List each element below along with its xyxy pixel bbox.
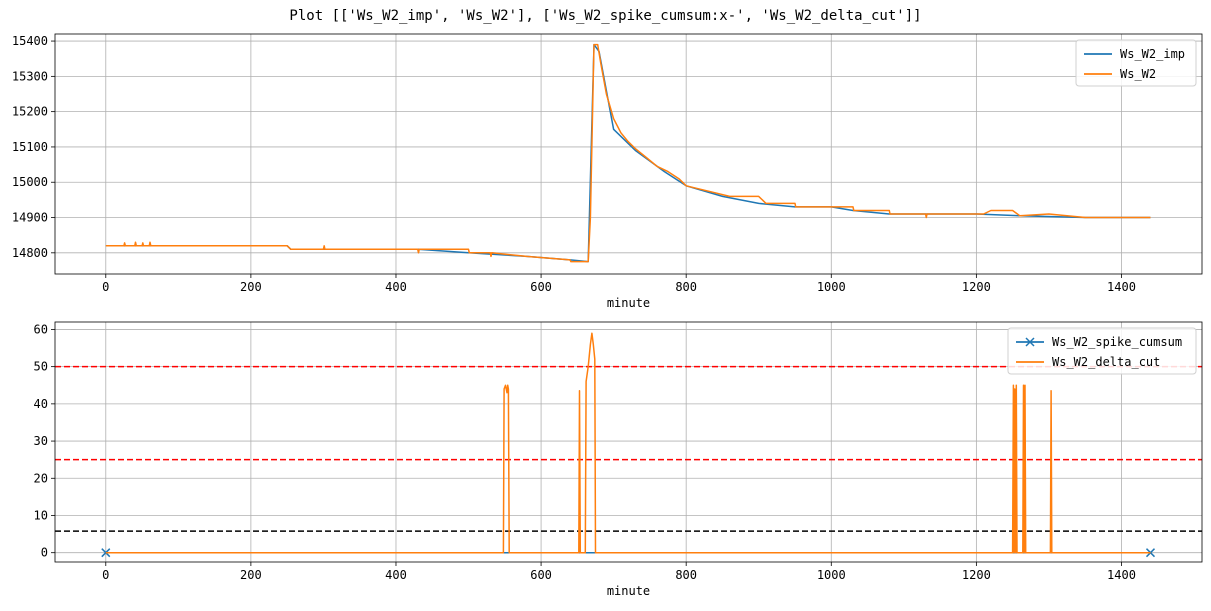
x-tick-label: 1200 xyxy=(962,280,991,294)
y-tick-label: 50 xyxy=(34,360,48,374)
series-group xyxy=(101,332,1156,558)
y-tick-label: 10 xyxy=(34,508,48,522)
y-tick-label: 0 xyxy=(41,546,48,560)
x-tick-label: 200 xyxy=(240,568,262,582)
x-tick-label: 0 xyxy=(102,568,109,582)
y-tick-label: 14900 xyxy=(12,211,48,225)
x-tick-label: 1400 xyxy=(1107,568,1136,582)
y-tick-label: 15000 xyxy=(12,175,48,189)
x-tick-label: 0 xyxy=(102,280,109,294)
legend-label: Ws_W2_delta_cut xyxy=(1052,355,1160,369)
legend-marker xyxy=(1025,337,1035,347)
y-tick-label: 20 xyxy=(34,471,48,485)
y-tick-label: 15100 xyxy=(12,140,48,154)
x-tick-label: 400 xyxy=(385,280,407,294)
figure-title: Plot [['Ws_W2_imp', 'Ws_W2'], ['Ws_W2_sp… xyxy=(289,8,922,24)
y-tick-label: 40 xyxy=(34,397,48,411)
legend-label: Ws_W2_imp xyxy=(1120,47,1185,61)
legend-label: Ws_W2_spike_cumsum xyxy=(1052,335,1182,349)
x-tick-label: 400 xyxy=(385,568,407,582)
y-tick-label: 15300 xyxy=(12,69,48,83)
x-tick-label: 1000 xyxy=(817,280,846,294)
x-tick-label: 600 xyxy=(530,280,552,294)
y-tick-label: 14800 xyxy=(12,246,48,260)
y-tick-label: 15400 xyxy=(12,34,48,48)
x-tick-label: 1200 xyxy=(962,568,991,582)
subplot-2: 0 200 400 600 800 1000 1200 1400 0 10 20 30 40 50 60 mi… xyxy=(34,321,1203,598)
series-marker xyxy=(101,548,111,558)
x-axis-label: minute xyxy=(607,296,650,310)
series-group xyxy=(105,43,1151,263)
x-tick-label: 600 xyxy=(530,568,552,582)
legend: Ws_W2_imp Ws_W2 xyxy=(1075,39,1197,87)
y-tick-label: 60 xyxy=(34,322,48,336)
x-tick-label: 1000 xyxy=(817,568,846,582)
y-tick-label: 30 xyxy=(34,434,48,448)
x-tick-label: 800 xyxy=(675,280,697,294)
series-line-Ws_W2 xyxy=(105,43,1151,263)
x-axis-label: minute xyxy=(607,584,650,598)
x-tick-label: 1400 xyxy=(1107,280,1136,294)
legend: Ws_W2_spike_cumsum Ws_W2_delta_cut xyxy=(1007,327,1197,375)
legend-label: Ws_W2 xyxy=(1120,67,1156,81)
series-line-Ws_W2_imp xyxy=(105,43,1151,263)
series-line-Ws_W2_delta_cut xyxy=(105,332,1151,554)
axes-frame xyxy=(54,33,1203,275)
y-tick-label: 15200 xyxy=(12,105,48,119)
legend-box xyxy=(1007,327,1197,375)
x-tick-label: 800 xyxy=(675,568,697,582)
subplot-1: 0 200 400 600 800 1000 1200 1400 14800 14900 15000… xyxy=(12,33,1203,310)
axes-frame xyxy=(54,321,1203,563)
x-tick-label: 200 xyxy=(240,280,262,294)
